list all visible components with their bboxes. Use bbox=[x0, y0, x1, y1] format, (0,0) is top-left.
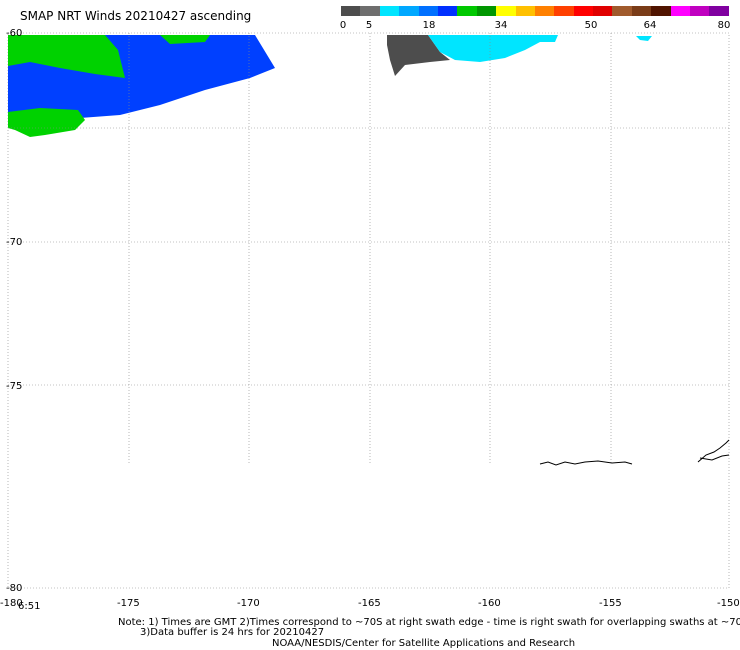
swath-light-dot bbox=[636, 36, 652, 41]
colorbar-segment bbox=[554, 6, 574, 16]
colorbar-segment bbox=[593, 6, 613, 16]
colorbar-segment bbox=[709, 6, 729, 16]
swath-time-label: 6:51 bbox=[18, 601, 40, 612]
colorbar-tick-label: 50 bbox=[584, 20, 598, 31]
colorbar-segment bbox=[612, 6, 632, 16]
lat-label-80: -80 bbox=[6, 583, 22, 594]
note-line-1: Note: 1) Times are GMT 2)Times correspon… bbox=[118, 617, 740, 628]
colorbar-segment bbox=[341, 6, 361, 16]
swath-fresh-top bbox=[8, 35, 125, 78]
colorbar-segment bbox=[651, 6, 671, 16]
note-line-3: NOAA/NESDIS/Center for Satellite Applica… bbox=[272, 638, 576, 649]
colorbar-tick-label: 0 bbox=[339, 20, 347, 31]
colorbar-segment bbox=[379, 6, 400, 16]
colorbar-segment bbox=[631, 6, 652, 16]
lon-label-165: -165 bbox=[358, 598, 381, 609]
colorbar-segment bbox=[399, 6, 419, 16]
colorbar-segment bbox=[515, 6, 535, 16]
colorbar-segment bbox=[573, 6, 594, 16]
lat-label-70: -70 bbox=[6, 237, 22, 248]
note-line-2: 3)Data buffer is 24 hrs for 20210427 bbox=[140, 627, 325, 638]
colorbar-tick-label: 64 bbox=[643, 20, 657, 31]
swath-light bbox=[428, 35, 558, 62]
lat-label-75: -75 bbox=[6, 381, 22, 392]
lon-label-160: -160 bbox=[478, 598, 501, 609]
coastline bbox=[539, 439, 730, 466]
graticule bbox=[8, 33, 729, 465]
swath-fresh-patch bbox=[160, 35, 210, 44]
lon-label-170: -170 bbox=[237, 598, 260, 609]
wind-speed-colorbar bbox=[341, 6, 729, 16]
map-frame bbox=[7, 32, 730, 589]
map-title: SMAP NRT Winds 20210427 ascending bbox=[20, 9, 252, 23]
lon-label-180: -180 bbox=[0, 598, 23, 609]
wind-swaths bbox=[8, 35, 652, 137]
colorbar-tick-label: 34 bbox=[494, 20, 508, 31]
lat-label-60: -60 bbox=[6, 28, 22, 39]
swath-calm bbox=[387, 35, 450, 76]
colorbar-segment bbox=[360, 6, 380, 16]
colorbar-tick-label: 80 bbox=[717, 20, 731, 31]
colorbar-tick-label: 18 bbox=[422, 20, 436, 31]
lon-label-175: -175 bbox=[117, 598, 140, 609]
lon-label-155: -155 bbox=[599, 598, 622, 609]
colorbar-tick-label: 5 bbox=[365, 20, 373, 31]
swath-fresh-bottom bbox=[8, 108, 85, 137]
colorbar-segment bbox=[534, 6, 555, 16]
colorbar-segment bbox=[690, 6, 710, 16]
colorbar-segment bbox=[418, 6, 438, 16]
colorbar-segment bbox=[476, 6, 497, 16]
colorbar-segment bbox=[457, 6, 477, 16]
colorbar-segment bbox=[670, 6, 691, 16]
colorbar-segment bbox=[496, 6, 516, 16]
colorbar-segment bbox=[437, 6, 458, 16]
lon-label-150: -150 bbox=[717, 598, 740, 609]
